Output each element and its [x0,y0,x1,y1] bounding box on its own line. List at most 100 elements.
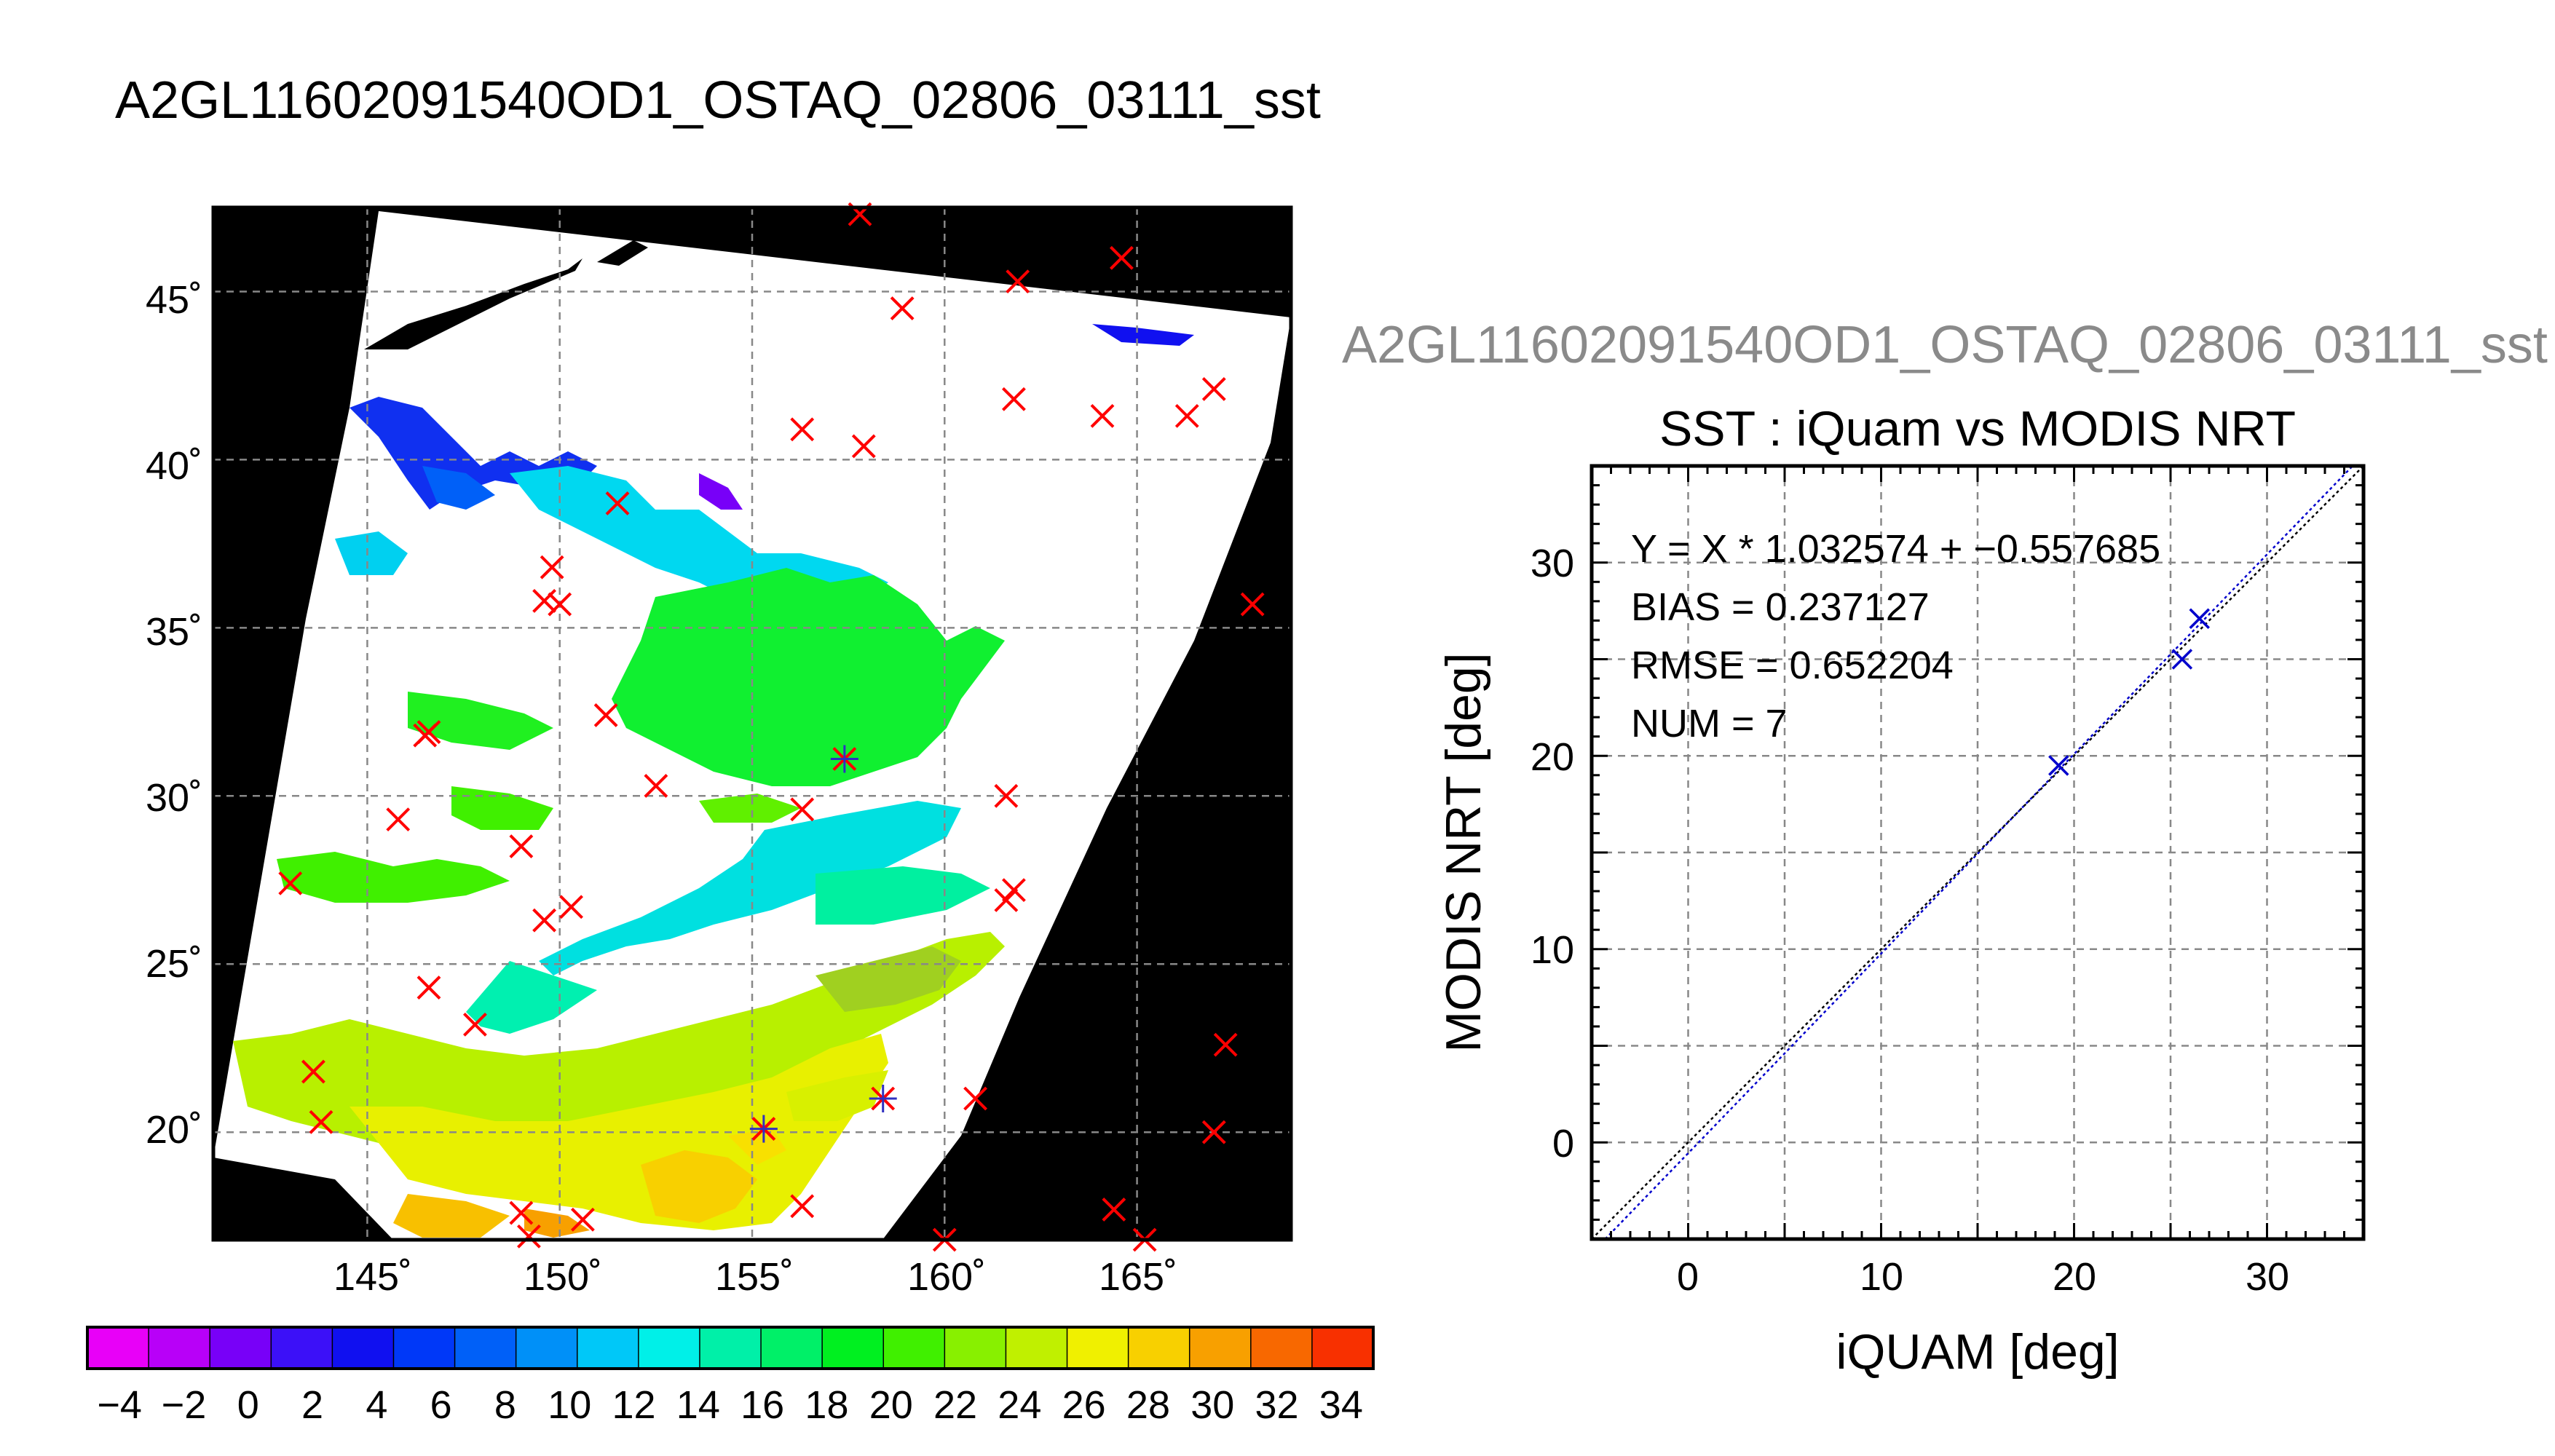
colorbar-label: 28 [1126,1383,1170,1427]
sst-map: 145˚ 150˚ 155˚ 160˚ 165˚ 45˚ 40˚ 35˚ 30˚… [146,202,1293,1299]
colorbar-cell [516,1327,578,1369]
scatter-header: A2GL11602091540OD1_OSTAQ_02806_03111_sst [1342,316,2548,374]
colorbar-label: 26 [1062,1383,1106,1427]
buoy-marker [532,908,556,933]
scatter-point [2189,608,2210,629]
colorbar-cell [1006,1327,1068,1369]
colorbar-label: 4 [366,1383,387,1427]
colorbar-label: 12 [612,1383,656,1427]
buoy-marker [890,296,915,320]
buoy-marker [301,1059,325,1084]
colorbar-cell [577,1327,639,1369]
lon-tick-label: 160˚ [907,1255,986,1299]
buoy-marker [963,1086,987,1111]
colorbar-label: 14 [676,1383,720,1427]
colorbar-cell [1250,1327,1313,1369]
buoy-marker [1240,592,1265,617]
colorbar-cell [1067,1327,1129,1369]
buoy-marker [571,1207,595,1232]
buoy-marker [416,976,441,1000]
rmse-stat: RMSE = 0.652204 [1631,644,1954,687]
colorbar-label: 18 [805,1383,848,1427]
buoy-marker [1090,403,1115,428]
colorbar-label: 34 [1319,1383,1363,1427]
scatter-title: SST : iQuam vs MODIS NRT [1659,401,2296,456]
colorbar-frame [86,1326,1375,1370]
colorbar: −4 −2 0 2 4 6 8 10 12 14 16 18 20 22 24 26 28 30 32 34 [86,1326,1375,1427]
buoy-marker [386,807,411,832]
colorbar-label: 24 [998,1383,1041,1427]
buoy-marker [790,1194,815,1219]
sst-field [233,240,1194,1238]
bias-stat: BIAS = 0.237127 [1631,585,1930,629]
buoy-marker [1213,1032,1238,1057]
y-tick-label: 10 [1531,928,1574,972]
scatter-grid [1592,466,2364,1239]
buoy-marker [790,417,815,442]
map-grid [213,207,1291,1240]
buoy-marker [309,1109,333,1134]
colorbar-label: −2 [162,1383,207,1427]
lat-tick-label: 20˚ [146,1108,202,1152]
matched-marker [749,1115,778,1143]
lat-tick-label: 30˚ [146,776,202,820]
scatter-points [2048,608,2210,776]
colorbar-cell [332,1327,394,1369]
colorbar-label: 32 [1255,1383,1299,1427]
buoy-marker [1002,878,1026,903]
colorbar-cell [638,1327,700,1369]
colorbar-cell [761,1327,823,1369]
scatter-panel: A2GL11602091540OD1_OSTAQ_02806_03111_sst… [1342,316,2548,1380]
buoy-marker [851,434,876,459]
colorbar-label: −4 [97,1383,142,1427]
regression-line [1604,465,2353,1240]
buoy-marker [1002,387,1026,411]
colorbar-cell [822,1327,884,1369]
buoy-marker [1110,245,1134,270]
buoy-marker [790,797,815,822]
buoy-marker [605,491,630,515]
y-tick-label: 30 [1531,542,1574,585]
buoy-marker [994,888,1019,912]
colorbar-cell [883,1327,945,1369]
buoy-marker [416,720,441,744]
colorbar-label: 20 [869,1383,913,1427]
colorbar-label: 2 [301,1383,323,1427]
colorbar-cells [87,1327,1374,1369]
buoy-marker [509,1200,534,1225]
buoy-marker [532,588,556,613]
x-tick-label: 30 [2246,1255,2289,1299]
map-markers [278,202,1265,1252]
matched-marker [869,1085,897,1113]
buoy-marker [1201,1120,1226,1144]
colorbar-cell [944,1327,1006,1369]
colorbar-cell [454,1327,517,1369]
buoy-marker [1102,1198,1126,1222]
buoy-marker [644,774,668,798]
scatter-y-axis-label: MODIS NRT [deg] [1436,652,1491,1052]
colorbar-cell [271,1327,333,1369]
scatter-x-tick-labels: 0 10 20 30 [1677,1255,2289,1299]
colorbar-label: 8 [494,1383,516,1427]
lon-tick-label: 155˚ [715,1255,794,1299]
y-tick-label: 20 [1531,735,1574,779]
scatter-point [2048,755,2069,776]
colorbar-cell [149,1327,210,1369]
buoy-marker [540,555,564,579]
lat-tick-label: 45˚ [146,278,202,322]
colorbar-cell [699,1327,762,1369]
x-tick-label: 10 [1860,1255,1903,1299]
scatter-ticks [1592,466,2364,1239]
scatter-lines [1591,465,2364,1240]
scatter-x-axis-label: iQUAM [deg] [1836,1324,2119,1380]
y-tick-label: 0 [1552,1122,1574,1166]
scatter-point [2171,649,2193,670]
lat-tick-label: 40˚ [146,444,202,488]
buoy-marker [548,592,572,617]
buoy-marker [593,703,618,727]
colorbar-label: 30 [1190,1383,1234,1427]
colorbar-label: 0 [237,1383,259,1427]
map-frame [211,205,1293,1242]
buoy-marker [559,895,583,919]
